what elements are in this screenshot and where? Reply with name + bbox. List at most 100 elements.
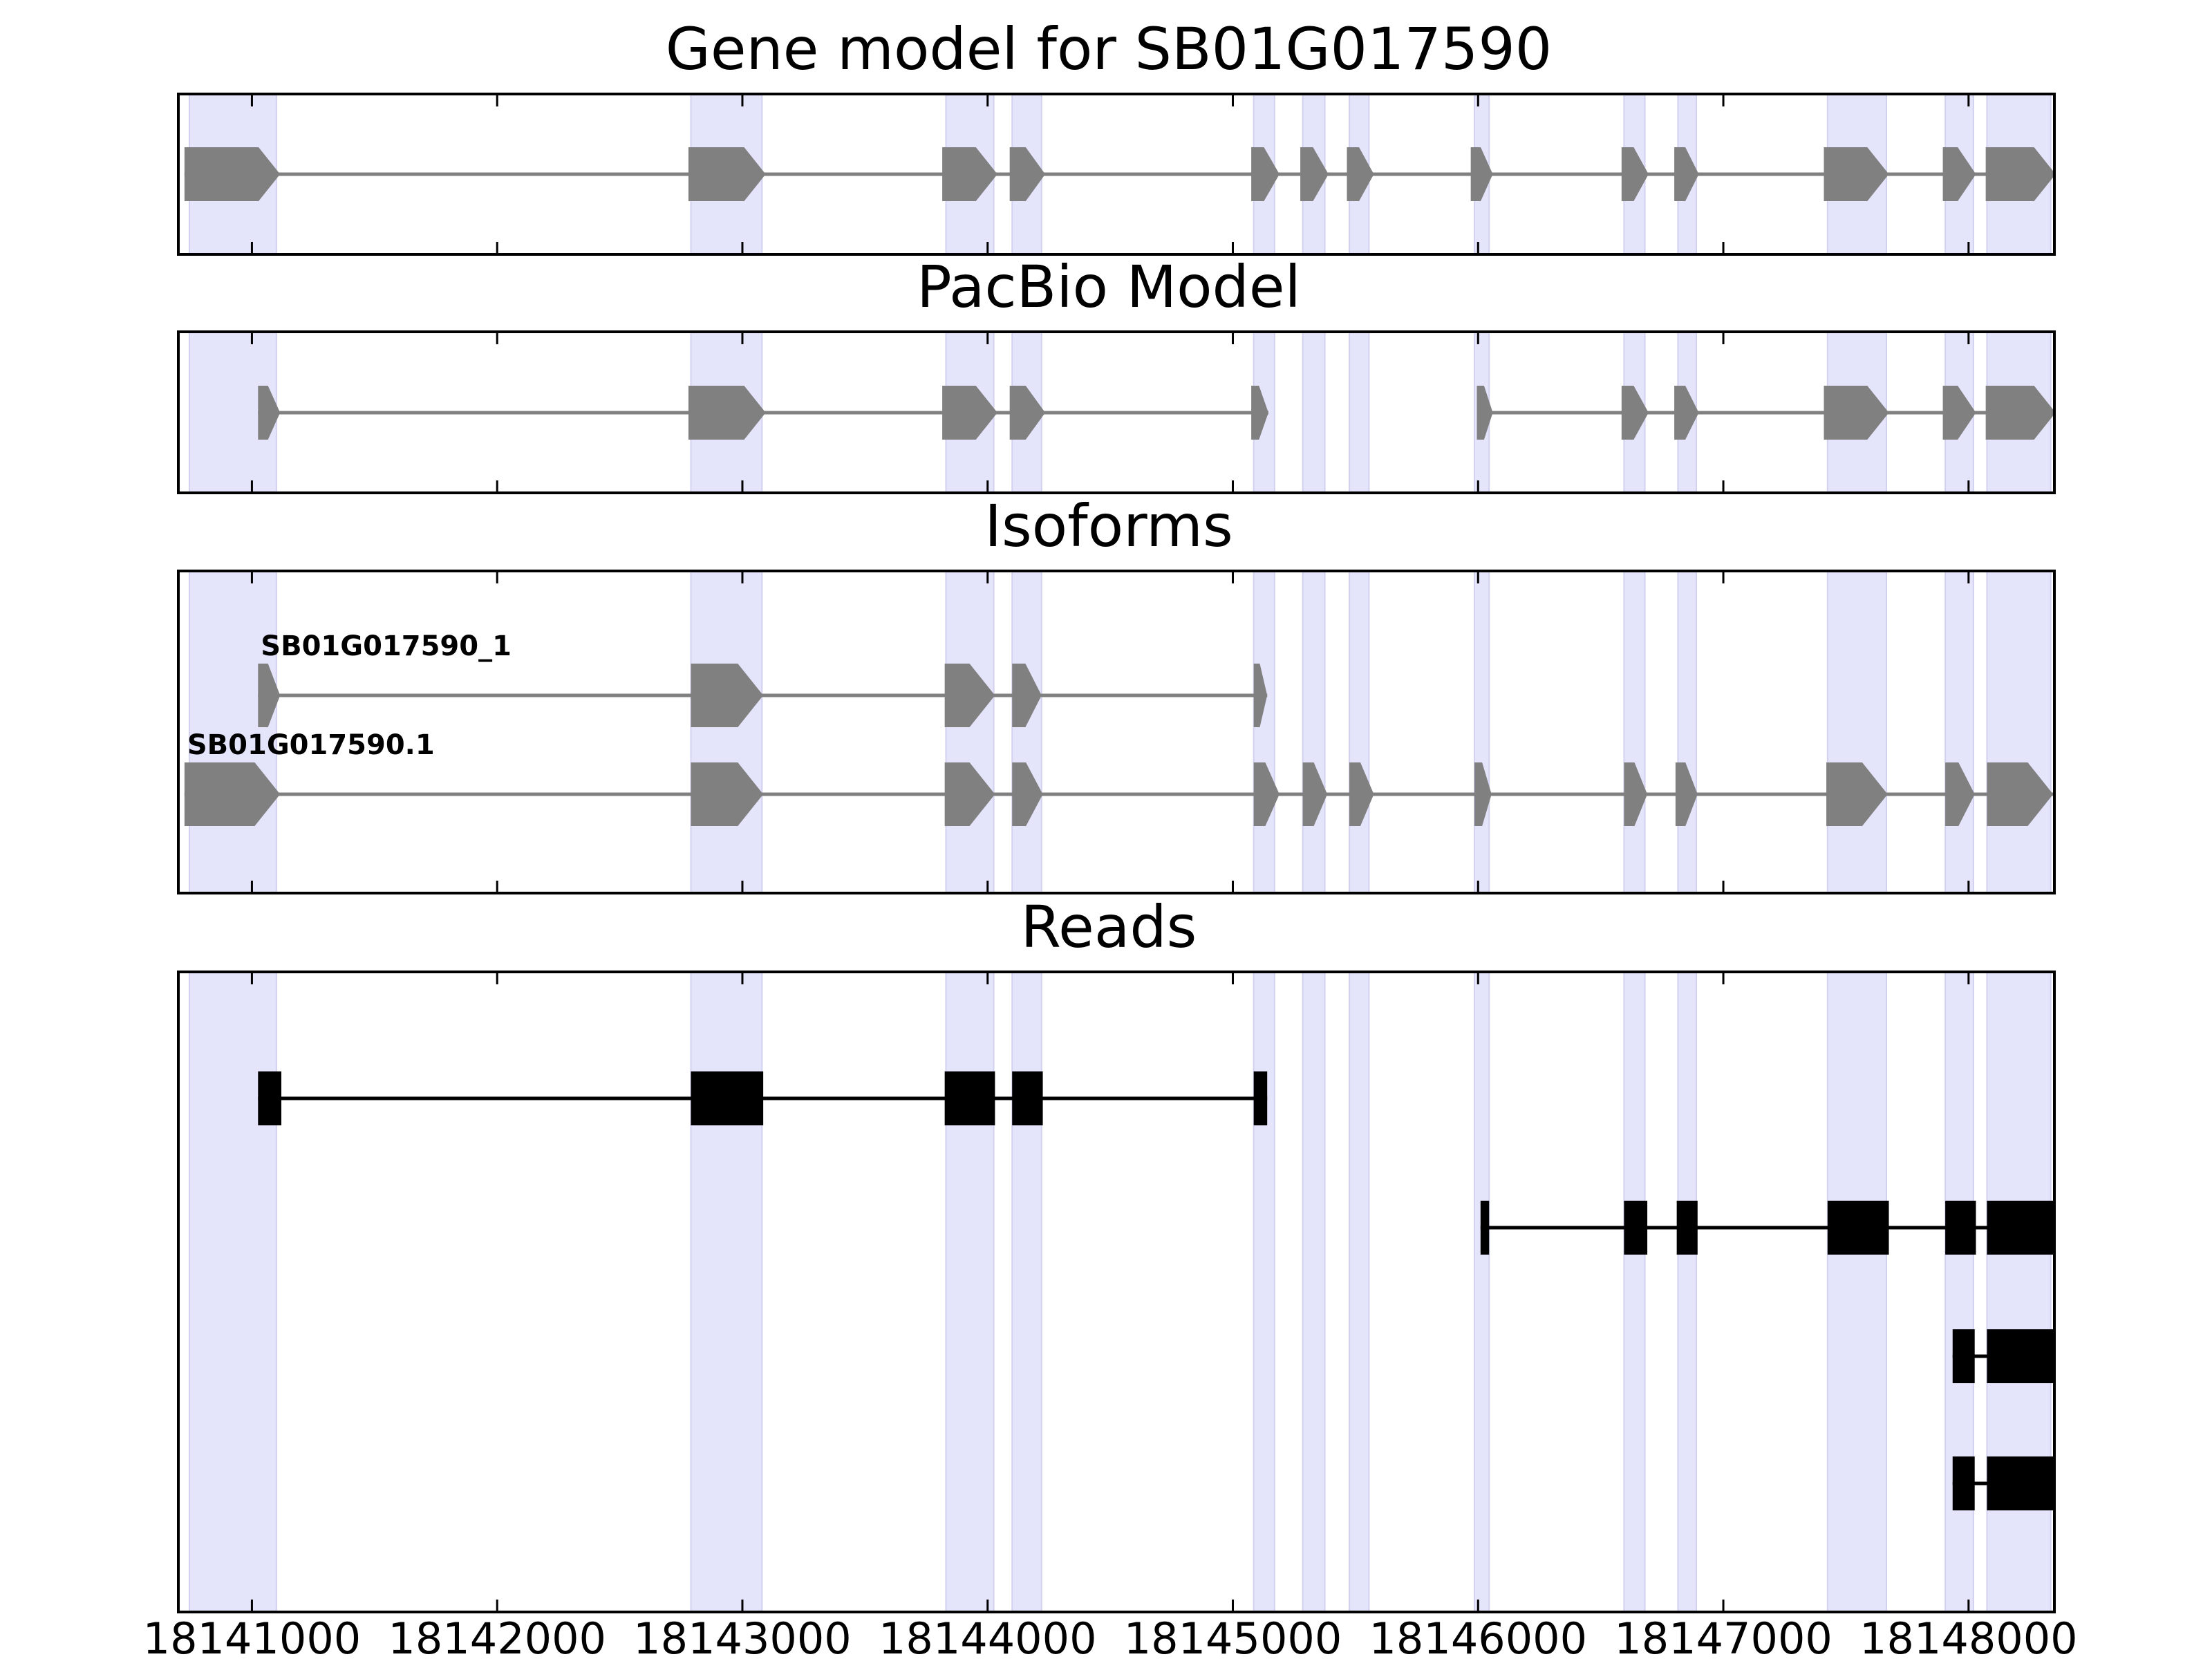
exon-arrow	[1674, 147, 1699, 201]
x-tick-label: 18147000	[1614, 1613, 1833, 1659]
highlight-band	[1986, 971, 2052, 1613]
read-block	[1827, 1201, 1889, 1255]
highlight-band	[1944, 570, 1974, 894]
exon-arrow	[1251, 147, 1280, 201]
panel-title-isoforms: Isoforms	[984, 492, 1233, 560]
exon-arrow	[1824, 386, 1889, 440]
exon-arrow	[1826, 762, 1888, 826]
exon-arrow	[944, 762, 995, 826]
exon-arrow	[1624, 762, 1648, 826]
x-tick-label: 18148000	[1859, 1613, 2078, 1659]
exon-arrow	[1985, 147, 2056, 201]
read-block	[1952, 1329, 1975, 1383]
highlight-band	[690, 570, 763, 894]
read-block	[1987, 1456, 2054, 1510]
highlight-band	[1623, 971, 1646, 1613]
exon-arrow	[1253, 664, 1268, 727]
read-block	[1624, 1201, 1648, 1255]
highlight-band	[1011, 971, 1042, 1613]
x-tick-label: 18145000	[1124, 1613, 1342, 1659]
exon-arrow	[1621, 386, 1649, 440]
read-block	[944, 1071, 995, 1125]
highlight-band	[1826, 971, 1887, 1613]
exon-arrow	[184, 147, 281, 201]
panel-frame	[177, 93, 2056, 256]
exon-arrow	[942, 386, 997, 440]
exon-arrow	[1251, 386, 1268, 440]
highlight-band	[1677, 971, 1698, 1613]
exon-arrow	[1674, 386, 1699, 440]
x-tick-label: 18144000	[879, 1613, 1097, 1659]
exon-arrow	[258, 386, 281, 440]
highlight-band	[1302, 570, 1326, 894]
highlight-band	[1302, 331, 1326, 494]
highlight-band	[1349, 570, 1370, 894]
exon-arrow	[688, 147, 766, 201]
panel-reads: Reads	[177, 893, 2056, 1613]
highlight-band	[1011, 570, 1042, 894]
read-block	[258, 1071, 282, 1125]
exon-arrow	[1824, 147, 1889, 201]
exon-arrow	[1675, 762, 1698, 826]
exon-arrow	[691, 664, 764, 727]
exon-arrow	[942, 147, 997, 201]
isoform-label: SB01G017590_1	[261, 630, 512, 662]
read-block	[691, 1071, 764, 1125]
highlight-band	[1677, 570, 1698, 894]
highlight-band	[945, 570, 995, 894]
highlight-band	[1473, 971, 1490, 1613]
exon-arrow	[1349, 762, 1374, 826]
highlight-band	[1944, 971, 1974, 1613]
highlight-band	[1473, 570, 1490, 894]
exon-arrow	[1987, 762, 2054, 826]
exon-arrow	[258, 664, 281, 727]
exon-arrow	[944, 664, 995, 727]
highlight-band	[1253, 570, 1275, 894]
exon-arrow	[1474, 762, 1492, 826]
exon-arrow	[1942, 386, 1976, 440]
exon-arrow	[1621, 147, 1649, 201]
exon-arrow	[1253, 762, 1280, 826]
read-block	[1012, 1071, 1043, 1125]
exon-arrow	[1347, 147, 1374, 201]
highlight-band	[1253, 971, 1275, 1613]
panel-title-gene_model: Gene model for SB01G017590	[666, 15, 1552, 83]
read-block	[1676, 1201, 1698, 1255]
x-tick-label: 18142000	[388, 1613, 606, 1659]
isoform-label: SB01G017590.1	[187, 729, 435, 761]
read-block	[1945, 1201, 1976, 1255]
panel-gene_model: Gene model for SB01G017590	[177, 15, 2056, 256]
highlight-band	[945, 971, 995, 1613]
highlight-band	[1826, 570, 1887, 894]
highlight-band	[1623, 570, 1646, 894]
exon-arrow	[688, 386, 766, 440]
read-block	[1253, 1071, 1268, 1125]
exon-arrow	[1470, 147, 1493, 201]
exon-arrow	[184, 762, 281, 826]
read-block	[1480, 1201, 1490, 1255]
panel-pacbio: PacBio Model	[177, 253, 2056, 494]
panel-frame	[177, 330, 2056, 494]
panel-isoforms: SB01G017590_1 SB01G017590.1 Isoforms	[177, 492, 2056, 894]
highlight-band	[1986, 570, 2052, 894]
read-block	[1987, 1329, 2054, 1383]
exon-arrow	[1985, 386, 2056, 440]
exon-arrow	[691, 762, 764, 826]
exon-arrow	[1942, 147, 1976, 201]
highlight-band	[1349, 971, 1370, 1613]
highlight-band	[1349, 331, 1370, 494]
panel-frame	[177, 971, 2056, 1613]
exon-arrow	[1009, 147, 1046, 201]
exon-arrow	[1012, 664, 1042, 727]
highlight-band	[1302, 971, 1326, 1613]
exon-arrow	[1302, 762, 1328, 826]
read-block	[1952, 1456, 1975, 1510]
panel-title-reads: Reads	[1021, 893, 1197, 961]
highlight-band	[690, 971, 763, 1613]
read-block	[1987, 1201, 2054, 1255]
exon-arrow	[1477, 386, 1493, 440]
x-tick-label: 18146000	[1369, 1613, 1587, 1659]
x-tick-label: 18141000	[143, 1613, 362, 1659]
highlight-band	[188, 971, 277, 1613]
